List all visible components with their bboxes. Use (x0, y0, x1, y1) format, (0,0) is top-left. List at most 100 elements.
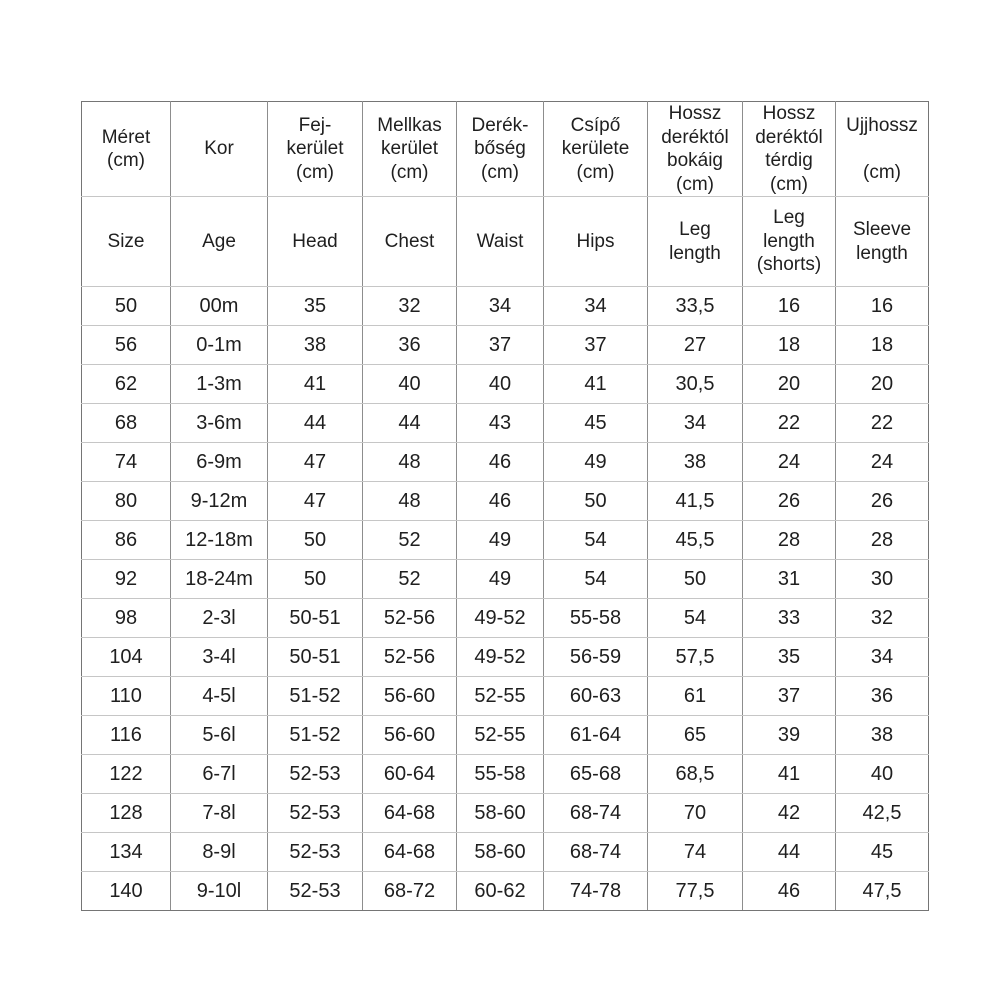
table-cell: 18 (742, 325, 836, 366)
col-header-fejkerulet: Fej- kerület (cm) (267, 100, 363, 198)
table-cell: 45,5 (647, 520, 743, 561)
col-header-csipo: Csípő kerülete (cm) (543, 100, 648, 198)
table-cell: 20 (742, 364, 836, 405)
table-cell: 9-10l (170, 870, 268, 912)
table-cell: 36 (362, 325, 457, 366)
table-cell: 20 (835, 364, 929, 405)
col-header-waist: Waist (456, 196, 544, 288)
table-cell: 74 (81, 442, 171, 483)
table-cell: 51-52 (267, 715, 363, 755)
table-cell: 38 (647, 442, 743, 483)
table-cell: 52-53 (267, 831, 363, 872)
col-header-derekboseg: Derék- bőség (cm) (456, 100, 544, 198)
table-cell: 70 (647, 792, 743, 833)
table-row: 50 00m 35 32 34 34 33,5 16 16 (81, 286, 929, 327)
table-cell: 68,5 (647, 754, 743, 794)
table-cell: 37 (742, 676, 836, 717)
table-cell: 50 (81, 286, 171, 327)
table-cell: 56-60 (362, 676, 457, 717)
table-row: 116 5-6l 51-52 56-60 52-55 61-64 65 39 38 (81, 715, 929, 755)
table-cell: 6-7l (170, 754, 268, 794)
table-cell: 3-4l (170, 637, 268, 678)
table-cell: 49 (456, 559, 544, 600)
table-cell: 33 (742, 598, 836, 639)
table-cell: 40 (835, 754, 929, 794)
table-cell: 28 (835, 520, 929, 561)
col-header-chest: Chest (362, 196, 457, 288)
table-cell: 26 (835, 481, 929, 522)
table-cell: 140 (81, 870, 171, 912)
table-cell: 32 (835, 598, 929, 639)
table-cell: 34 (835, 637, 929, 678)
table-cell: 48 (362, 442, 457, 483)
table-cell: 56-59 (543, 637, 648, 678)
table-cell: 12-18m (170, 520, 268, 561)
table-row: 80 9-12m 47 48 46 50 41,5 26 26 (81, 481, 929, 522)
table-cell: 31 (742, 559, 836, 600)
table-cell: 30,5 (647, 364, 743, 405)
table-cell: 37 (543, 325, 648, 366)
table-row: 122 6-7l 52-53 60-64 55-58 65-68 68,5 41 40 (81, 754, 929, 794)
col-header-mellkas: Mellkas kerület (cm) (362, 100, 457, 198)
table-row: 62 1-3m 41 40 40 41 30,5 20 20 (81, 364, 929, 405)
table-cell: 52 (362, 520, 457, 561)
table-cell: 52-55 (456, 715, 544, 755)
table-cell: 38 (267, 325, 363, 366)
table-cell: 50 (267, 559, 363, 600)
table-cell: 74-78 (543, 870, 648, 912)
table-cell: 3-6m (170, 403, 268, 444)
table-cell: 50-51 (267, 598, 363, 639)
table-cell: 65 (647, 715, 743, 755)
table-cell: 28 (742, 520, 836, 561)
col-header-age: Age (170, 196, 268, 288)
table-cell: 52-56 (362, 598, 457, 639)
table-cell: 18 (835, 325, 929, 366)
table-cell: 16 (742, 286, 836, 327)
table-cell: 54 (543, 559, 648, 600)
table-cell: 30 (835, 559, 929, 600)
table-row: 104 3-4l 50-51 52-56 49-52 56-59 57,5 35 34 (81, 637, 929, 678)
table-cell: 37 (456, 325, 544, 366)
table-cell: 68-74 (543, 792, 648, 833)
table-cell: 00m (170, 286, 268, 327)
table-cell: 47 (267, 481, 363, 522)
table-cell: 134 (81, 831, 171, 872)
table-cell: 40 (456, 364, 544, 405)
table-cell: 27 (647, 325, 743, 366)
col-header-size: Size (81, 196, 171, 288)
table-cell: 77,5 (647, 870, 743, 912)
table-cell: 43 (456, 403, 544, 444)
table-cell: 98 (81, 598, 171, 639)
table-cell: 44 (742, 831, 836, 872)
table-cell: 26 (742, 481, 836, 522)
table-cell: 80 (81, 481, 171, 522)
table-cell: 2-3l (170, 598, 268, 639)
table-cell: 64-68 (362, 792, 457, 833)
table-cell: 36 (835, 676, 929, 717)
table-cell: 52 (362, 559, 457, 600)
table-cell: 45 (835, 831, 929, 872)
table-cell: 74 (647, 831, 743, 872)
table-cell: 41 (267, 364, 363, 405)
table-cell: 64-68 (362, 831, 457, 872)
table-cell: 110 (81, 676, 171, 717)
header-row-english: Size Age Head Chest Waist Hips Leg lengt… (81, 196, 929, 288)
table-header: Méret (cm) Kor Fej- kerület (cm) Mellkas… (81, 100, 929, 288)
table-cell: 45 (543, 403, 648, 444)
table-cell: 128 (81, 792, 171, 833)
table-row: 134 8-9l 52-53 64-68 58-60 68-74 74 44 45 (81, 831, 929, 872)
table-cell: 116 (81, 715, 171, 755)
table-cell: 24 (835, 442, 929, 483)
table-cell: 48 (362, 481, 457, 522)
col-header-kor: Kor (170, 100, 268, 198)
table-cell: 60-63 (543, 676, 648, 717)
table-cell: 49 (543, 442, 648, 483)
table-cell: 33,5 (647, 286, 743, 327)
table-cell: 86 (81, 520, 171, 561)
table-cell: 34 (647, 403, 743, 444)
header-row-hungarian: Méret (cm) Kor Fej- kerület (cm) Mellkas… (81, 100, 929, 198)
table-cell: 49 (456, 520, 544, 561)
size-chart-table: Méret (cm) Kor Fej- kerület (cm) Mellkas… (81, 100, 929, 912)
col-header-meret: Méret (cm) (81, 100, 171, 198)
table-body: 50 00m 35 32 34 34 33,5 16 16 56 0-1m 38 36 37 37 27 18 1… (81, 286, 929, 912)
